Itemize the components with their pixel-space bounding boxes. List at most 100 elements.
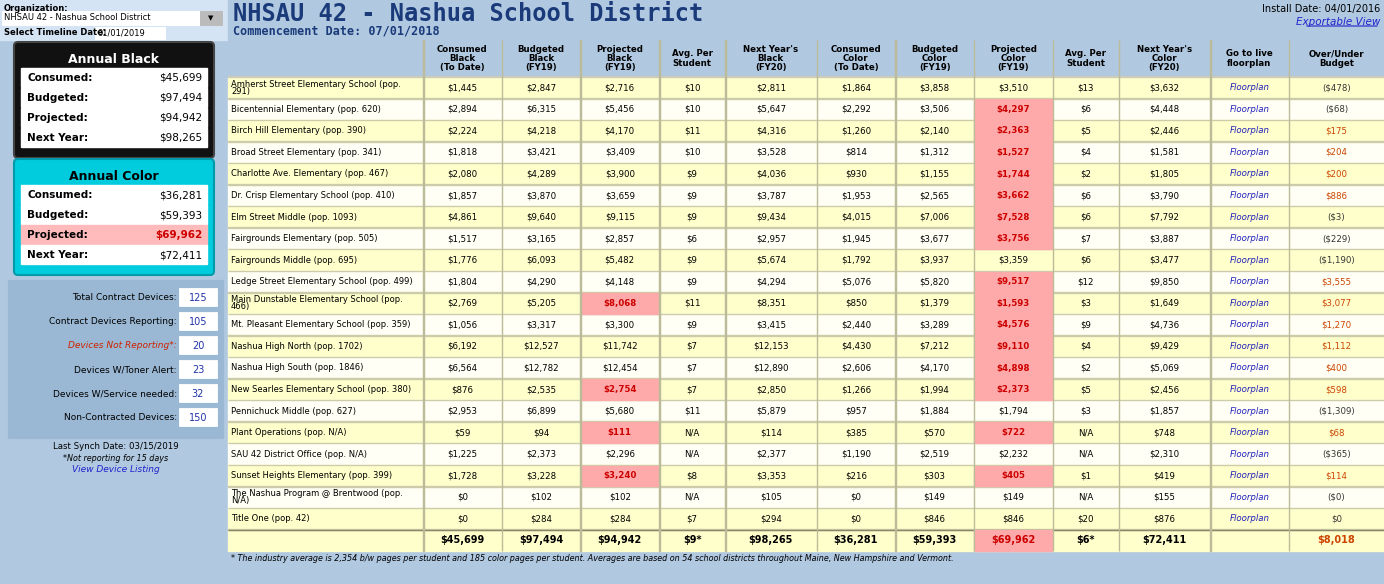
Bar <box>228 530 1384 551</box>
Text: $12,454: $12,454 <box>602 363 638 373</box>
Text: $7: $7 <box>686 385 698 394</box>
Text: $36,281: $36,281 <box>833 536 877 545</box>
Text: $570: $570 <box>923 428 945 437</box>
Bar <box>228 99 1384 120</box>
Text: $102: $102 <box>609 493 631 502</box>
Text: Plant Operations (pop. N/A): Plant Operations (pop. N/A) <box>231 428 346 437</box>
Text: Black: Black <box>757 54 783 63</box>
Text: Floorplan: Floorplan <box>1229 299 1269 308</box>
Text: 150: 150 <box>188 413 208 423</box>
Text: NHSAU 42 - Nashua School District: NHSAU 42 - Nashua School District <box>233 2 703 26</box>
Text: $114: $114 <box>1326 471 1348 480</box>
Text: $3,421: $3,421 <box>526 148 556 157</box>
Bar <box>228 443 1384 465</box>
Text: Floorplan: Floorplan <box>1229 84 1269 92</box>
Bar <box>0 0 228 40</box>
Bar <box>581 293 659 314</box>
Text: $5,647: $5,647 <box>756 105 786 114</box>
Text: $2,363: $2,363 <box>996 126 1030 135</box>
Text: N/A: N/A <box>1078 428 1093 437</box>
Bar <box>21 108 208 127</box>
Text: $4,036: $4,036 <box>756 169 786 179</box>
Text: $9: $9 <box>686 213 698 221</box>
Text: 125: 125 <box>188 293 208 303</box>
Text: $2,811: $2,811 <box>756 84 786 92</box>
Bar <box>21 245 208 264</box>
Bar <box>974 99 1052 120</box>
Text: $5,076: $5,076 <box>841 277 871 286</box>
Text: Budgeted:: Budgeted: <box>28 93 89 103</box>
Text: $1,225: $1,225 <box>447 450 477 458</box>
Text: $3,300: $3,300 <box>605 321 635 329</box>
Text: $2,232: $2,232 <box>998 450 1028 458</box>
Text: $4,294: $4,294 <box>756 277 786 286</box>
Text: $284: $284 <box>530 515 552 523</box>
Text: $814: $814 <box>844 148 866 157</box>
Text: $284: $284 <box>609 515 631 523</box>
Bar <box>228 508 1384 530</box>
Text: $45,699: $45,699 <box>159 73 202 83</box>
Text: $1,804: $1,804 <box>447 277 477 286</box>
Text: $3,632: $3,632 <box>1149 84 1179 92</box>
Text: Ledge Street Elementary School (pop. 499): Ledge Street Elementary School (pop. 499… <box>231 277 412 286</box>
Text: $2,456: $2,456 <box>1149 385 1179 394</box>
Text: Projected: Projected <box>990 45 1037 54</box>
Text: $1,864: $1,864 <box>841 84 871 92</box>
Bar <box>179 312 217 330</box>
Text: Title One (pop. 42): Title One (pop. 42) <box>231 515 310 523</box>
Text: $4,430: $4,430 <box>841 342 871 351</box>
Bar <box>974 336 1052 357</box>
Text: $405: $405 <box>1002 471 1026 480</box>
Text: $1,379: $1,379 <box>919 299 949 308</box>
Text: $69,962: $69,962 <box>155 230 202 240</box>
Text: Black: Black <box>450 54 476 63</box>
Text: $3,415: $3,415 <box>756 321 786 329</box>
Text: $1,945: $1,945 <box>841 234 871 243</box>
Text: ($1,309): ($1,309) <box>1318 406 1355 416</box>
Text: Pennichuck Middle (pop. 627): Pennichuck Middle (pop. 627) <box>231 406 356 416</box>
Text: Contract Devices Reporting:: Contract Devices Reporting: <box>50 318 177 326</box>
Text: $2,565: $2,565 <box>919 191 949 200</box>
Text: $957: $957 <box>846 406 866 416</box>
Text: $2,894: $2,894 <box>447 105 477 114</box>
Text: ($3): ($3) <box>1327 213 1345 221</box>
Text: Floorplan: Floorplan <box>1229 428 1269 437</box>
Text: $4: $4 <box>1080 148 1091 157</box>
Text: Floorplan: Floorplan <box>1229 321 1269 329</box>
Text: 291): 291) <box>231 87 251 96</box>
Text: $8: $8 <box>686 471 698 480</box>
Text: Install Date: 04/01/2016: Install Date: 04/01/2016 <box>1262 4 1380 14</box>
Bar <box>974 465 1052 486</box>
Text: 466): 466) <box>231 303 251 311</box>
Bar <box>228 40 1384 77</box>
Text: (To Date): (To Date) <box>440 63 484 72</box>
Text: $4,148: $4,148 <box>605 277 635 286</box>
Text: $4,448: $4,448 <box>1149 105 1179 114</box>
Text: $4,015: $4,015 <box>841 213 871 221</box>
Text: Budgeted: Budgeted <box>518 45 565 54</box>
Text: $1,593: $1,593 <box>996 299 1030 308</box>
Text: $2,953: $2,953 <box>447 406 477 416</box>
Text: $3,409: $3,409 <box>605 148 635 157</box>
Text: $7: $7 <box>686 342 698 351</box>
Text: $1,794: $1,794 <box>998 406 1028 416</box>
Text: $6,564: $6,564 <box>447 363 477 373</box>
Text: $0: $0 <box>850 515 861 523</box>
Text: Elm Street Middle (pop. 1093): Elm Street Middle (pop. 1093) <box>231 213 357 221</box>
Text: $3,937: $3,937 <box>919 256 949 265</box>
Bar <box>228 0 1384 40</box>
Text: $7: $7 <box>1080 234 1091 243</box>
Text: $8,351: $8,351 <box>756 299 786 308</box>
Text: $3: $3 <box>1080 299 1091 308</box>
Text: Non-Contracted Devices:: Non-Contracted Devices: <box>64 413 177 422</box>
Text: Devices Not Reporting*:: Devices Not Reporting*: <box>68 342 177 350</box>
Text: Budgeted: Budgeted <box>911 45 958 54</box>
Text: $200: $200 <box>1326 169 1348 179</box>
Text: Next Year's: Next Year's <box>1136 45 1192 54</box>
Text: $5,820: $5,820 <box>919 277 949 286</box>
Text: $1,527: $1,527 <box>996 148 1030 157</box>
Bar <box>228 379 1384 401</box>
Bar <box>581 379 659 400</box>
Text: Floorplan: Floorplan <box>1229 363 1269 373</box>
Text: $5: $5 <box>1080 385 1091 394</box>
